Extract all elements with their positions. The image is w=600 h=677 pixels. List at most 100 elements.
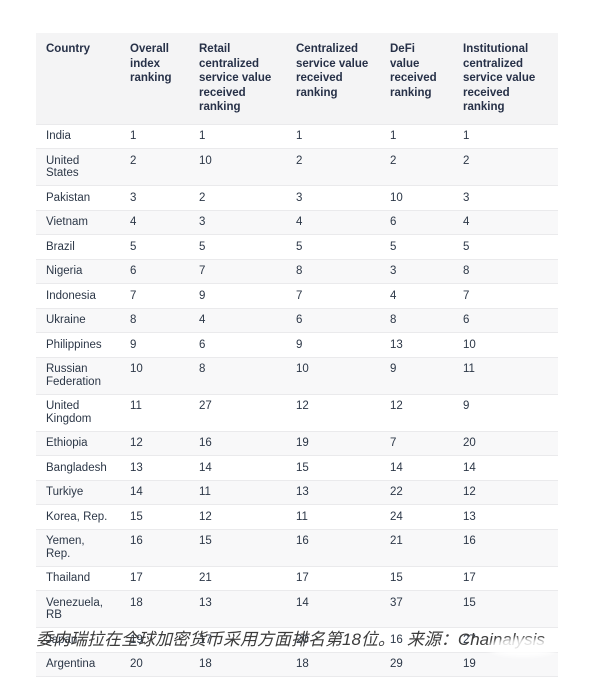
retail-centralized-cell: 9 (189, 284, 286, 308)
overall-index-cell: 20 (120, 653, 189, 677)
table-row: Turkiye 14 11 13 22 12 (36, 480, 558, 505)
institutional-cell: 1 (453, 125, 558, 149)
overall-index-cell: 11 (120, 395, 189, 431)
country-cell: Yemen, Rep. (36, 530, 120, 566)
retail-centralized-cell: 12 (189, 505, 286, 529)
country-cell: Russian Federation (36, 358, 120, 394)
defi-cell: 2 (380, 149, 453, 185)
retail-centralized-cell: 3 (189, 211, 286, 235)
retail-centralized-cell: 4 (189, 309, 286, 333)
overall-index-cell: 9 (120, 333, 189, 357)
retail-centralized-cell: 16 (189, 432, 286, 456)
defi-cell: 24 (380, 505, 453, 529)
table-row: Bangladesh 13 14 15 14 14 (36, 455, 558, 480)
column-header-centralized: Centralized service value received ranki… (286, 33, 380, 124)
centralized-cell: 10 (286, 358, 380, 394)
institutional-cell: 20 (453, 432, 558, 456)
defi-cell: 3 (380, 260, 453, 284)
country-cell: Pakistan (36, 186, 120, 210)
defi-cell: 7 (380, 432, 453, 456)
table-row: United States 2 10 2 2 2 (36, 148, 558, 185)
table-row: Russian Federation 10 8 10 9 11 (36, 357, 558, 394)
table-row: Ethiopia 12 16 19 7 20 (36, 431, 558, 456)
country-cell: United States (36, 149, 120, 185)
country-cell: Nigeria (36, 260, 120, 284)
centralized-cell: 16 (286, 530, 380, 566)
country-cell: Argentina (36, 653, 120, 677)
overall-index-cell: 6 (120, 260, 189, 284)
retail-centralized-cell: 27 (189, 395, 286, 431)
table-row: India 1 1 1 1 1 (36, 124, 558, 149)
centralized-cell: 5 (286, 235, 380, 259)
country-cell: Philippines (36, 333, 120, 357)
centralized-cell: 4 (286, 211, 380, 235)
table-row: Indonesia 7 9 7 4 7 (36, 283, 558, 308)
retail-centralized-cell: 21 (189, 567, 286, 591)
institutional-cell: 11 (453, 358, 558, 394)
overall-index-cell: 7 (120, 284, 189, 308)
defi-cell: 6 (380, 211, 453, 235)
overall-index-cell: 16 (120, 530, 189, 566)
column-header-defi: DeFi value received ranking (380, 33, 453, 124)
retail-centralized-cell: 18 (189, 653, 286, 677)
institutional-cell: 15 (453, 591, 558, 627)
retail-centralized-cell: 7 (189, 260, 286, 284)
column-header-overall-index: Overall index ranking (120, 33, 189, 124)
country-cell: Korea, Rep. (36, 505, 120, 529)
overall-index-cell: 4 (120, 211, 189, 235)
defi-cell: 9 (380, 358, 453, 394)
table-body: India 1 1 1 1 1 United States 2 10 2 2 2… (36, 124, 558, 677)
retail-centralized-cell: 13 (189, 591, 286, 627)
overall-index-cell: 18 (120, 591, 189, 627)
retail-centralized-cell: 2 (189, 186, 286, 210)
institutional-cell: 8 (453, 260, 558, 284)
table-row: Venezuela, RB 18 13 14 37 15 (36, 590, 558, 627)
table-row: Ukraine 8 4 6 8 6 (36, 308, 558, 333)
country-cell: Thailand (36, 567, 120, 591)
defi-cell: 15 (380, 567, 453, 591)
institutional-cell: 5 (453, 235, 558, 259)
overall-index-cell: 3 (120, 186, 189, 210)
defi-cell: 29 (380, 653, 453, 677)
table-row: United Kingdom 11 27 12 12 9 (36, 394, 558, 431)
institutional-cell: 4 (453, 211, 558, 235)
centralized-cell: 19 (286, 432, 380, 456)
table-row: Vietnam 4 3 4 6 4 (36, 210, 558, 235)
defi-cell: 4 (380, 284, 453, 308)
defi-cell: 8 (380, 309, 453, 333)
overall-index-cell: 10 (120, 358, 189, 394)
defi-cell: 21 (380, 530, 453, 566)
source-name: Chainalysis (458, 628, 545, 652)
overall-index-cell: 2 (120, 149, 189, 185)
centralized-cell: 8 (286, 260, 380, 284)
retail-centralized-cell: 14 (189, 456, 286, 480)
column-header-retail-centralized: Retail centralized service value receive… (189, 33, 286, 124)
defi-cell: 5 (380, 235, 453, 259)
institutional-cell: 7 (453, 284, 558, 308)
institutional-cell: 14 (453, 456, 558, 480)
institutional-cell: 13 (453, 505, 558, 529)
country-cell: Bangladesh (36, 456, 120, 480)
defi-cell: 13 (380, 333, 453, 357)
centralized-cell: 1 (286, 125, 380, 149)
country-cell: Turkiye (36, 481, 120, 505)
centralized-cell: 11 (286, 505, 380, 529)
table-row: Thailand 17 21 17 15 17 (36, 566, 558, 591)
table-row: Yemen, Rep. 16 15 16 21 16 (36, 529, 558, 566)
country-cell: Indonesia (36, 284, 120, 308)
institutional-cell: 3 (453, 186, 558, 210)
centralized-cell: 17 (286, 567, 380, 591)
defi-cell: 10 (380, 186, 453, 210)
retail-centralized-cell: 8 (189, 358, 286, 394)
country-cell: Ethiopia (36, 432, 120, 456)
table-header-row: Country Overall index ranking Retail cen… (36, 33, 558, 124)
defi-cell: 12 (380, 395, 453, 431)
centralized-cell: 12 (286, 395, 380, 431)
centralized-cell: 3 (286, 186, 380, 210)
table-row: Korea, Rep. 15 12 11 24 13 (36, 504, 558, 529)
country-cell: Vietnam (36, 211, 120, 235)
overall-index-cell: 12 (120, 432, 189, 456)
crypto-adoption-ranking-table: Country Overall index ranking Retail cen… (36, 33, 558, 677)
retail-centralized-cell: 15 (189, 530, 286, 566)
country-cell: Ukraine (36, 309, 120, 333)
